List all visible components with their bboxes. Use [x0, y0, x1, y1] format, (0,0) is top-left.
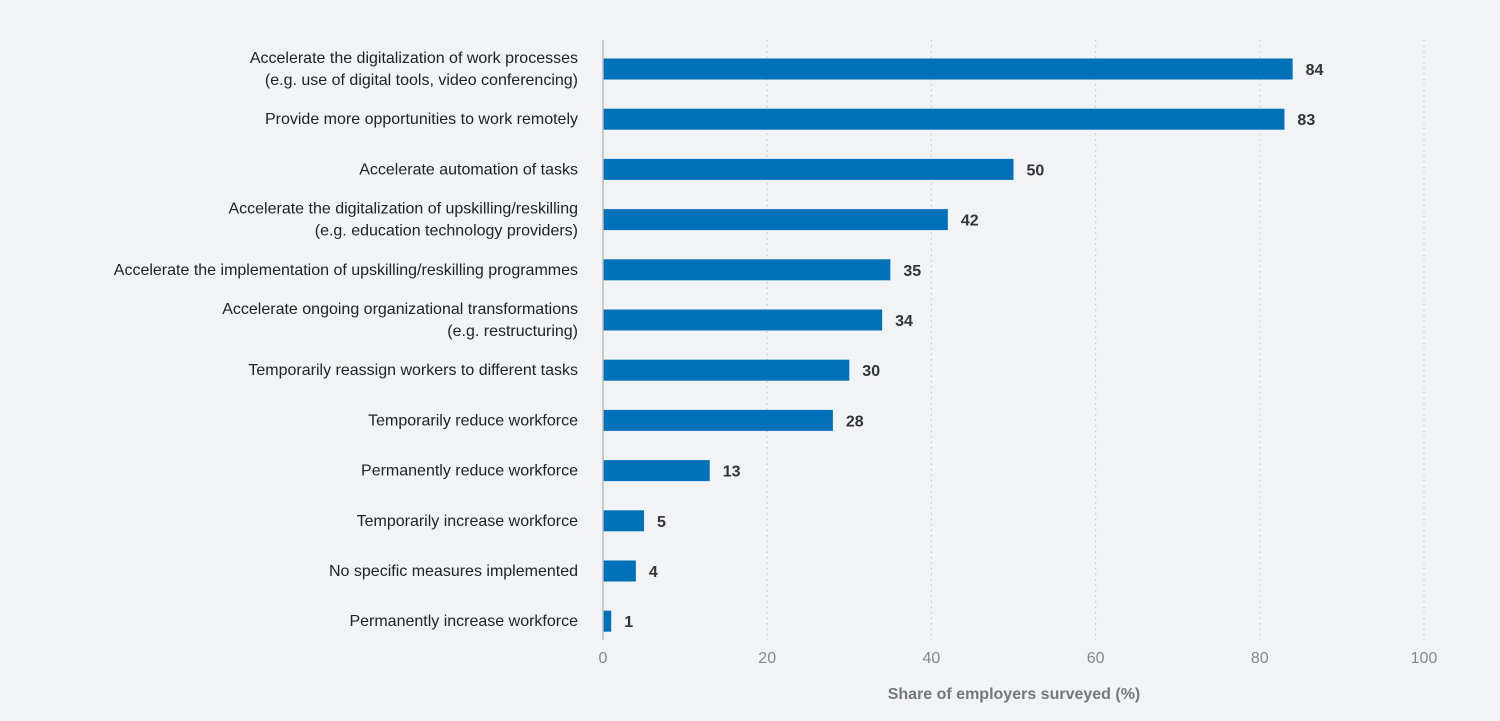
category-label: Accelerate the digitalization of upskill…: [228, 201, 578, 218]
category-label: (e.g. education technology providers): [315, 223, 578, 240]
category-label: Temporarily reduce workforce: [368, 412, 578, 429]
category-label: (e.g. use of digital tools, video confer…: [265, 72, 578, 89]
category-label: Permanently increase workforce: [349, 613, 578, 630]
category-label: Provide more opportunities to work remot…: [265, 111, 578, 128]
x-tick-label: 100: [1411, 650, 1438, 667]
value-label: 42: [961, 213, 979, 230]
x-axis-label: Share of employers surveyed (%): [888, 686, 1141, 703]
value-label: 83: [1297, 112, 1315, 129]
value-label: 13: [723, 464, 741, 481]
x-tick-label: 20: [758, 650, 776, 667]
bar: [603, 259, 891, 281]
value-label: 34: [895, 313, 913, 330]
category-label: (e.g. restructuring): [447, 323, 578, 340]
category-label: No specific measures implemented: [329, 563, 578, 580]
category-label: Accelerate the digitalization of work pr…: [250, 50, 578, 67]
value-label: 4: [649, 564, 658, 581]
category-label: Permanently reduce workforce: [361, 463, 578, 480]
category-label: Accelerate ongoing organizational transf…: [222, 301, 578, 318]
value-label: 35: [903, 263, 921, 280]
bar: [603, 158, 1014, 180]
bar: [603, 460, 710, 482]
bar: [603, 359, 850, 381]
bar: [603, 560, 636, 582]
value-label: 5: [657, 514, 666, 531]
bar: [603, 58, 1293, 80]
category-label: Accelerate the implementation of upskill…: [114, 262, 578, 279]
value-label: 30: [862, 363, 880, 380]
bar: [603, 209, 948, 231]
category-label: Accelerate automation of tasks: [359, 161, 578, 178]
value-label: 1: [624, 614, 633, 631]
bar: [603, 108, 1285, 130]
bar: [603, 610, 612, 632]
value-label: 84: [1306, 62, 1324, 79]
bar: [603, 409, 833, 431]
x-tick-label: 80: [1251, 650, 1269, 667]
category-label: Temporarily increase workforce: [357, 513, 579, 530]
x-tick-label: 60: [1087, 650, 1105, 667]
value-label: 50: [1027, 162, 1045, 179]
x-tick-label: 0: [599, 650, 608, 667]
value-label: 28: [846, 413, 864, 430]
bar: [603, 309, 883, 331]
x-tick-label: 40: [923, 650, 941, 667]
category-label: Temporarily reassign workers to differen…: [248, 362, 578, 379]
bar: [603, 510, 645, 532]
